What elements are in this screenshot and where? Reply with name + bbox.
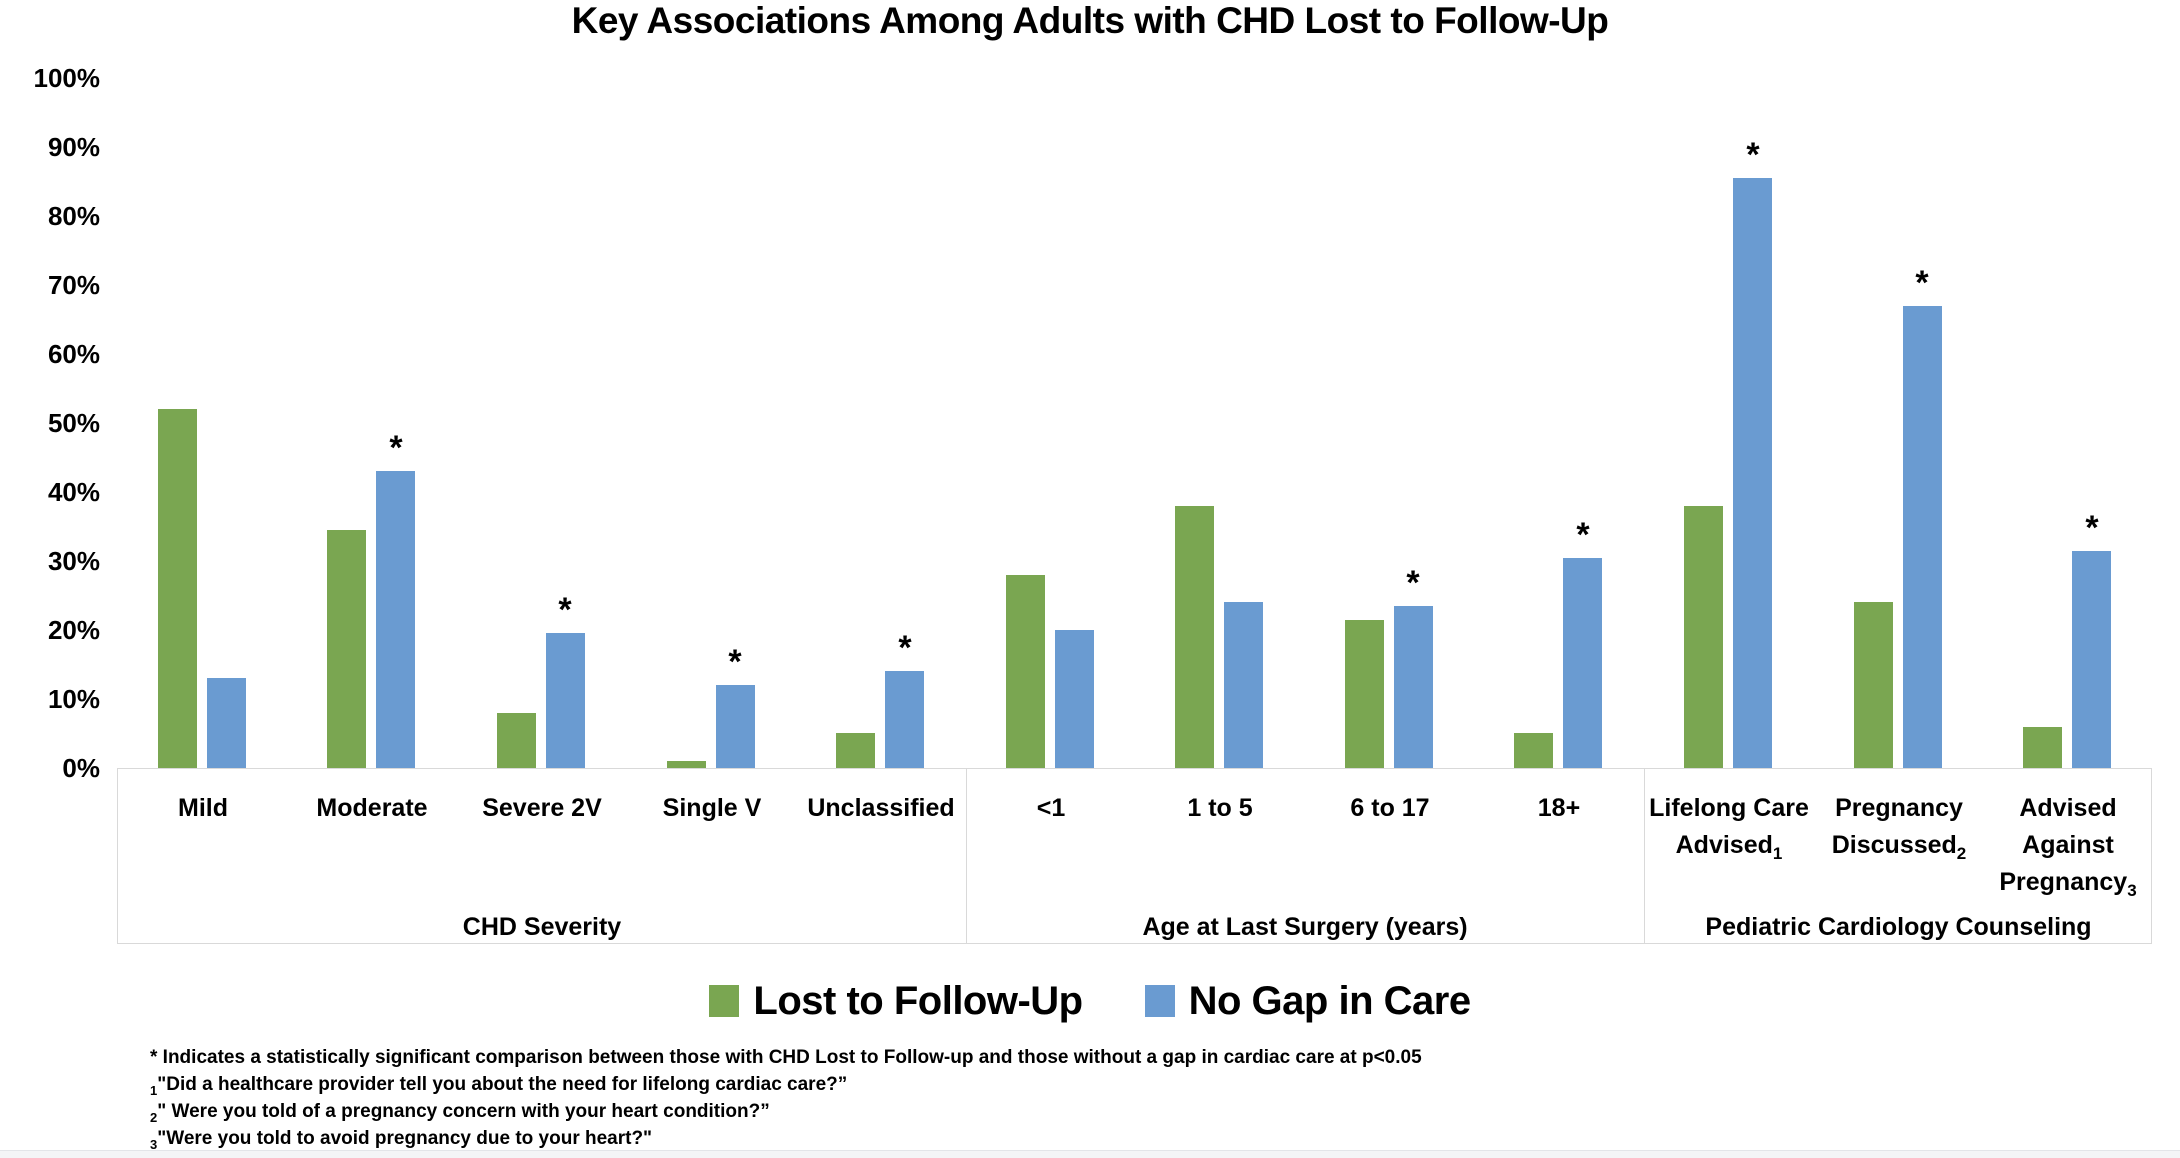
group-divider <box>966 769 967 943</box>
bar-no-gap-in-care <box>207 678 246 768</box>
category-label: Advised Against Pregnancy3 <box>1999 794 2137 900</box>
bar-lost-to-follow-up <box>1854 602 1893 768</box>
group-label: Age at Last Surgery (years) <box>1142 913 1468 941</box>
bar-no-gap-in-care <box>1733 178 1772 768</box>
legend-label-no-gap-in-care: No Gap in Care <box>1188 979 1471 1023</box>
bar-lost-to-follow-up <box>327 530 366 768</box>
bar-no-gap-in-care <box>885 671 924 768</box>
bar-lost-to-follow-up <box>158 409 197 768</box>
significance-asterisk: * <box>898 629 912 667</box>
bar-no-gap-in-care <box>1055 630 1094 768</box>
category-label: 1 to 5 <box>1187 794 1253 822</box>
category-label: <1 <box>1036 794 1066 822</box>
category-label: Unclassified <box>807 794 955 822</box>
category-label: Moderate <box>316 794 428 822</box>
y-axis-tick-label: 90% <box>47 132 100 162</box>
bar-lost-to-follow-up <box>667 761 706 768</box>
y-axis-tick-label: 50% <box>47 408 100 438</box>
significance-asterisk: * <box>1576 516 1590 554</box>
bar-no-gap-in-care <box>546 633 585 768</box>
bar-lost-to-follow-up <box>1345 620 1384 768</box>
footnote-line: * Indicates a statistically significant … <box>150 1047 1422 1068</box>
category-label: Pregnancy Discussed2 <box>1831 794 1967 863</box>
footnote-line: 1"Did a healthcare provider tell you abo… <box>150 1074 848 1098</box>
significance-asterisk: * <box>728 643 742 681</box>
y-axis-tick-label: 20% <box>47 615 100 645</box>
significance-asterisk: * <box>1915 264 1929 302</box>
legend-label-lost-to-follow-up: Lost to Follow-Up <box>753 979 1083 1023</box>
bar-lost-to-follow-up <box>836 733 875 768</box>
plot-area: * * * * * * * * * <box>117 78 2152 768</box>
category-label: Lifelong Care Advised1 <box>1649 794 1809 863</box>
bar-lost-to-follow-up <box>1175 506 1214 768</box>
y-axis-tick-label: 30% <box>47 546 100 576</box>
legend: Lost to Follow-Up No Gap in Care <box>0 978 2180 1024</box>
footnote-line: 2" Were you told of a pregnancy concern … <box>150 1101 770 1125</box>
bar-lost-to-follow-up <box>2023 727 2062 768</box>
group-divider <box>1644 769 1645 943</box>
category-label: 6 to 17 <box>1350 794 1430 822</box>
category-label: Single V <box>662 794 762 822</box>
category-label: Severe 2V <box>482 794 602 822</box>
category-label-box: CHD Severity Mild Moderate Severe 2V Single … <box>117 768 2152 944</box>
y-axis-tick-label: 10% <box>47 684 100 714</box>
significance-asterisk: * <box>2085 509 2099 547</box>
bar-lost-to-follow-up <box>1514 733 1553 768</box>
footnotes: * Indicates a statistically significant … <box>150 1044 1422 1152</box>
bar-no-gap-in-care <box>716 685 755 768</box>
footnote-line: 3"Were you told to avoid pregnancy due t… <box>150 1128 653 1152</box>
y-axis-tick-label: 40% <box>47 477 100 507</box>
bar-lost-to-follow-up <box>1684 506 1723 768</box>
category-label: 18+ <box>1537 794 1581 822</box>
chart-title: Key Associations Among Adults with CHD L… <box>571 0 1609 41</box>
y-axis-tick-label: 100% <box>33 63 101 93</box>
y-axis-tick-label: 0% <box>62 753 100 783</box>
bar-no-gap-in-care <box>2072 551 2111 768</box>
significance-asterisk: * <box>1406 564 1420 602</box>
legend-swatch-lost-to-follow-up-icon <box>709 985 740 1017</box>
legend-item-no-gap-in-care: No Gap in Care <box>1144 978 1471 1024</box>
category-label: Mild <box>178 794 228 822</box>
bottom-strip <box>0 1150 2180 1158</box>
legend-item-lost-to-follow-up: Lost to Follow-Up <box>709 978 1083 1024</box>
bar-no-gap-in-care <box>1903 306 1942 768</box>
bar-lost-to-follow-up <box>497 713 536 768</box>
group-label: Pediatric Cardiology Counseling <box>1705 913 2092 941</box>
group-label: CHD Severity <box>462 913 622 941</box>
bar-no-gap-in-care <box>1563 558 1602 768</box>
bar-lost-to-follow-up <box>1006 575 1045 768</box>
significance-asterisk: * <box>558 591 572 629</box>
significance-asterisk: * <box>389 429 403 467</box>
bar-no-gap-in-care <box>1394 606 1433 768</box>
y-axis-tick-label: 70% <box>47 270 100 300</box>
y-axis-tick-label: 80% <box>47 201 100 231</box>
significance-asterisk: * <box>1746 136 1760 174</box>
y-axis-tick-label: 60% <box>47 339 100 369</box>
bar-no-gap-in-care <box>376 471 415 768</box>
bar-no-gap-in-care <box>1224 602 1263 768</box>
legend-swatch-no-gap-in-care-icon <box>1144 985 1175 1017</box>
